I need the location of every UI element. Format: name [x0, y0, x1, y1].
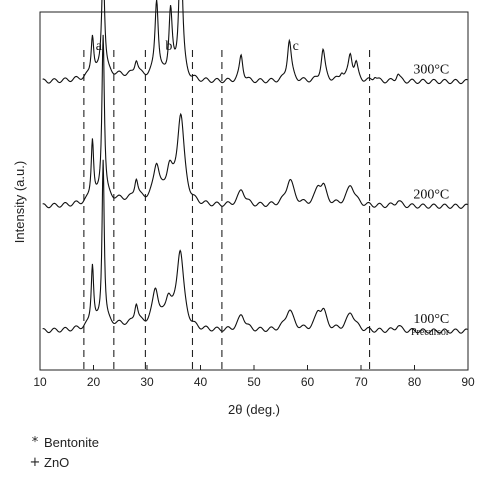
- x-tick-label-60: 60: [301, 375, 315, 389]
- x-tick-label-20: 20: [87, 375, 101, 389]
- y-axis-title: Intensity (a.u.): [12, 161, 27, 243]
- plus-icon: +: [29, 454, 41, 470]
- plot-area: 102030405060708090abc400°C300°C200°C100°…: [33, 0, 475, 389]
- x-tick-label-30: 30: [140, 375, 154, 389]
- pattern-100c-label: 100°C: [413, 312, 449, 327]
- legend-label-zno: ZnO: [44, 454, 70, 470]
- pattern-200c-label: 200°C: [413, 187, 449, 202]
- x-tick-label-40: 40: [194, 375, 208, 389]
- x-tick-label-90: 90: [461, 375, 475, 389]
- legend-item-bentonite: * Bentonite: [26, 432, 99, 452]
- pattern-300c-label: 300°C: [413, 63, 449, 78]
- region-label-a: a: [96, 39, 103, 54]
- region-label-b: b: [165, 39, 172, 54]
- legend-item-zno: + ZnO: [26, 452, 99, 472]
- pattern-100c-sublabel: Precursor: [411, 327, 450, 338]
- asterisk-icon: *: [31, 434, 39, 450]
- pattern-300c-line: [42, 0, 468, 85]
- region-label-c: c: [293, 39, 299, 54]
- x-axis-title: 2θ (deg.): [228, 402, 280, 417]
- pattern-100c-line: [42, 159, 468, 334]
- pattern-200c-line: [42, 34, 468, 209]
- legend-label-bentonite: Bentonite: [44, 434, 99, 450]
- x-tick-label-10: 10: [33, 375, 47, 389]
- x-tick-label-70: 70: [354, 375, 368, 389]
- x-tick-label-80: 80: [408, 375, 422, 389]
- x-tick-label-50: 50: [247, 375, 261, 389]
- legend: * Bentonite + ZnO: [26, 432, 99, 472]
